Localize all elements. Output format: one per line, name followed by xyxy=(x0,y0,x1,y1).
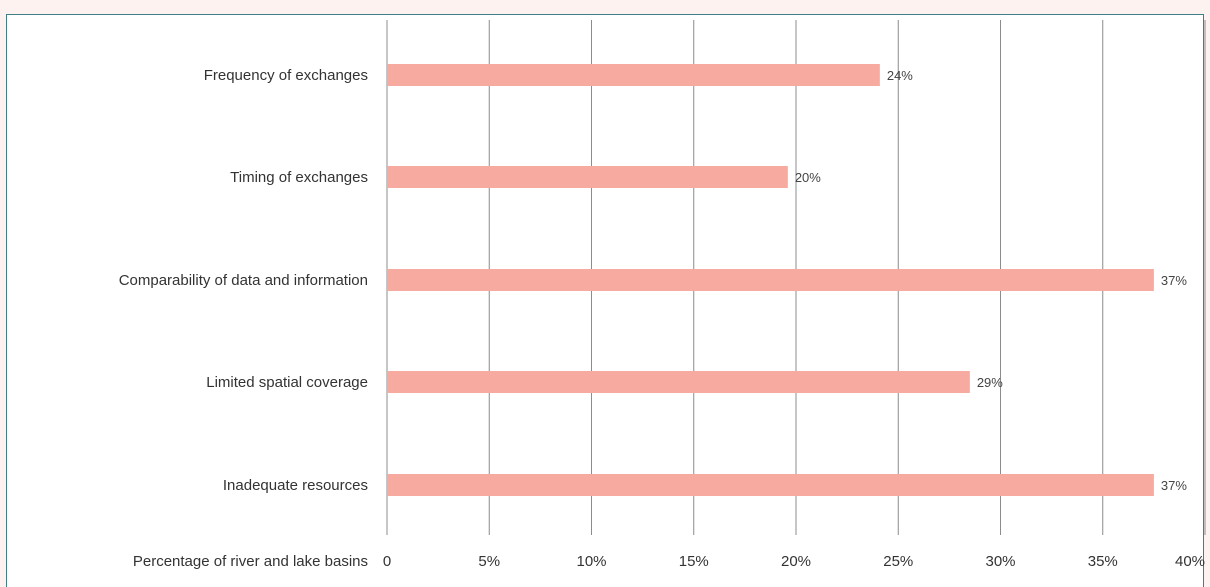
bar xyxy=(387,371,970,393)
bar xyxy=(387,474,1154,496)
bar xyxy=(387,166,788,188)
x-axis-label: Percentage of river and lake basins xyxy=(133,553,368,570)
x-tick-label: 30% xyxy=(985,553,1015,570)
bar xyxy=(387,269,1154,291)
data-labels: 24% 20% 37% 29% 37% xyxy=(795,68,1188,493)
bars xyxy=(387,64,1154,496)
x-tick-label: 15% xyxy=(679,553,709,570)
category-label: Timing of exchanges xyxy=(230,169,368,186)
x-tick-label: 35% xyxy=(1088,553,1118,570)
category-labels: Frequency of exchanges Timing of exchange… xyxy=(119,67,368,494)
x-tick-label: 0 xyxy=(383,553,391,570)
category-label: Comparability of data and information xyxy=(119,272,368,289)
data-label: 20% xyxy=(795,170,821,185)
bar xyxy=(387,64,880,86)
x-tick-label: 20% xyxy=(781,553,811,570)
data-label: 37% xyxy=(1161,478,1187,493)
x-tick-labels: 0 5% 10% 15% 20% 25% 30% 35% 40% xyxy=(383,553,1205,570)
x-tick-label: 25% xyxy=(883,553,913,570)
x-tick-label: 10% xyxy=(576,553,606,570)
category-label: Inadequate resources xyxy=(223,477,368,494)
x-tick-label: 5% xyxy=(478,553,500,570)
data-label: 37% xyxy=(1161,273,1187,288)
x-tick-label: 40% xyxy=(1175,553,1205,570)
data-label: 29% xyxy=(977,375,1003,390)
data-label: 24% xyxy=(887,68,913,83)
category-label: Limited spatial coverage xyxy=(206,374,368,391)
category-label: Frequency of exchanges xyxy=(204,67,368,84)
